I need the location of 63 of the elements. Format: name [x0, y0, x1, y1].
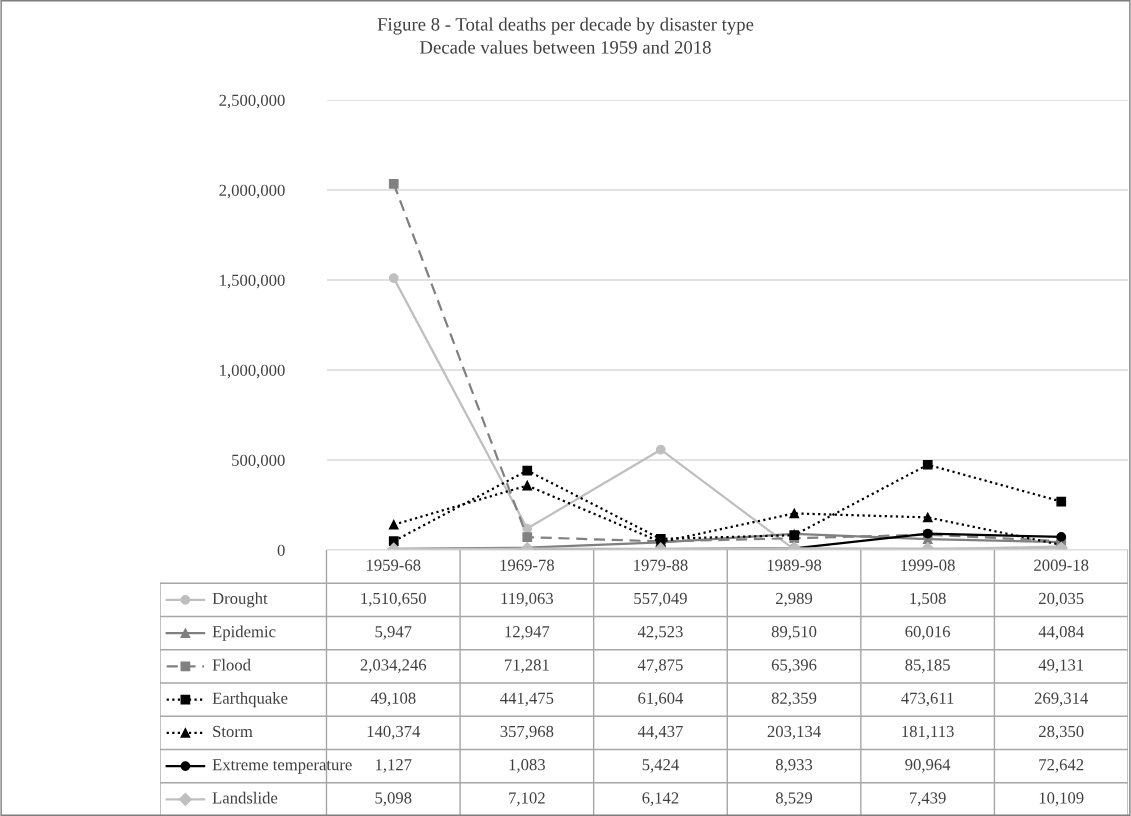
data-label: 42,523 [637, 626, 683, 640]
data-label: 44,437 [637, 725, 683, 740]
data-label: 473,611 [901, 692, 954, 707]
data-label: 61,604 [638, 692, 684, 707]
data-label: 47,875 [637, 659, 683, 673]
data-label: 5,947 [375, 626, 412, 640]
data-label: 2,034,246 [360, 659, 427, 673]
data-label: 49,131 [1038, 659, 1084, 673]
data-label: 7,439 [909, 792, 946, 806]
data-label: 8,529 [775, 792, 813, 806]
data-label: 6,142 [642, 792, 679, 806]
data-label: 269,314 [1034, 692, 1089, 707]
data-label: 5,424 [642, 759, 679, 773]
chart-title: Figure 8 - Total deaths per decade by disaster type [377, 17, 754, 35]
data-label: 119,063 [501, 592, 553, 607]
data-label: 557,049 [634, 592, 687, 607]
x-tick-label: 1999-08 [901, 559, 955, 571]
data-label: 60,016 [905, 626, 951, 640]
data-label: 2,989 [776, 592, 813, 607]
data-label: 181,113 [902, 725, 954, 740]
data-label: 12,947 [505, 626, 550, 640]
data-label: 82,359 [771, 692, 817, 707]
data-label: 7,102 [509, 792, 545, 806]
legend-label: Flood [212, 658, 251, 671]
legend-label: Extreme temperature [212, 759, 352, 774]
data-label: 441,475 [500, 692, 554, 707]
y-tick-label: 1,000,000 [220, 364, 285, 379]
y-tick-label: 500,000 [232, 454, 285, 469]
x-tick-label: 1979-88 [634, 559, 688, 571]
data-label: 1,508 [910, 592, 946, 607]
y-tick-label: 2,500,000 [219, 94, 285, 109]
data-label: 89,510 [771, 626, 817, 640]
y-tick-label: 1,500,000 [220, 274, 285, 289]
x-tick-label: 1989-98 [767, 559, 822, 571]
data-label: 140,374 [367, 725, 421, 740]
chart-subtitle: Decade values between 1959 and 2018 [419, 40, 711, 54]
data-label: 49,108 [370, 692, 416, 707]
y-tick-label: 0 [277, 544, 285, 556]
data-label: 8,933 [775, 759, 813, 773]
legend-label: Landslide [212, 791, 278, 804]
data-label: 357,968 [500, 725, 554, 740]
data-label: 28,350 [1039, 725, 1084, 740]
data-label: 203,134 [767, 725, 821, 740]
x-tick-label: 1959-68 [366, 559, 421, 571]
data-label: 65,396 [771, 659, 817, 673]
legend-label: Storm [213, 725, 253, 738]
data-label: 44,084 [1038, 626, 1084, 640]
legend-label: Epidemic [212, 625, 276, 641]
data-label: 5,098 [375, 792, 412, 806]
data-label: 90,964 [905, 759, 951, 773]
legend-label: Earthquake [212, 692, 288, 708]
y-tick-label: 2,000,000 [219, 184, 285, 199]
x-tick-label: 1969-78 [500, 559, 554, 571]
data-label: 72,642 [1039, 759, 1084, 773]
data-label: 1,127 [375, 759, 412, 773]
data-label: 10,109 [1039, 792, 1084, 806]
data-label: 1,083 [509, 759, 545, 773]
data-label: 1,510,650 [361, 592, 426, 607]
data-label: 85,185 [905, 659, 950, 673]
legend-label: Drought [212, 592, 268, 608]
data-label: 71,281 [505, 659, 549, 673]
data-label: 20,035 [1039, 592, 1084, 607]
x-tick-label: 2009-18 [1034, 559, 1089, 571]
